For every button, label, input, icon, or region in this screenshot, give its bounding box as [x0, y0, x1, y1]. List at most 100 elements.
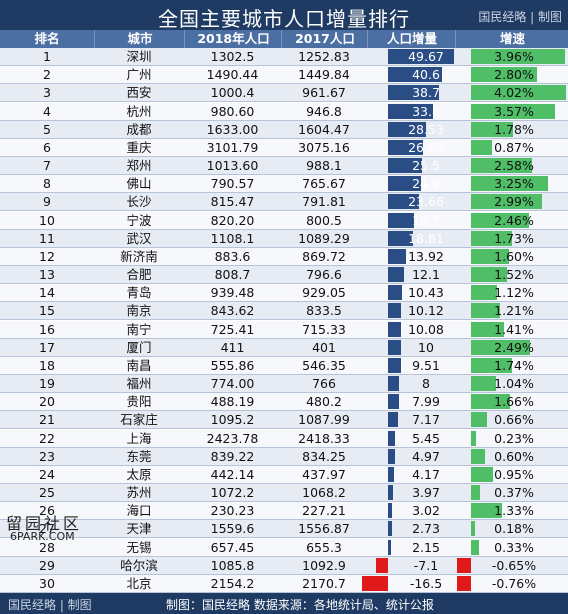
increase-bar: [388, 357, 401, 373]
growth-bar: [471, 321, 505, 337]
growth-label: 1.78%: [494, 121, 534, 137]
growth-label: -0.65%: [491, 557, 537, 573]
rank-cell: 24: [39, 466, 55, 482]
increase-label: 18.81: [408, 230, 444, 246]
increase-bar: [388, 339, 402, 355]
rank-cell: 18: [39, 357, 55, 373]
city-cell: 厦门: [126, 339, 152, 355]
column-header-increase: 人口增量: [367, 30, 456, 48]
growth-bar: [471, 67, 538, 83]
increase-label: 7.99: [412, 394, 440, 410]
growth-label: 3.25%: [494, 176, 534, 192]
growth-bar: [471, 303, 500, 319]
pop2017-cell: 227.21: [302, 503, 346, 519]
increase-label: 9.51: [412, 357, 440, 373]
table-row: 3 西安 1000.4 961.67 38.7 4.02%: [0, 84, 568, 103]
brand-label: 国民经略 | 制图: [478, 10, 562, 24]
increase-label: 4.97: [412, 448, 440, 464]
table-row: 4 杭州 980.60 946.8 33.8 3.57%: [0, 102, 568, 121]
pop2018-cell: 442.14: [210, 466, 255, 482]
table-row: 25 苏州 1072.2 1068.2 3.97 0.37%: [0, 484, 568, 503]
pop2018-cell: 839.22: [210, 448, 255, 464]
pop2018-cell: 725.41: [210, 321, 255, 337]
pop2017-cell: 437.97: [302, 466, 346, 482]
growth-label: 0.60%: [494, 448, 534, 464]
increase-bar: [388, 121, 426, 137]
pop2017-cell: 480.2: [306, 394, 342, 410]
city-cell: 宁波: [126, 212, 152, 228]
pop2017-cell: 796.6: [306, 267, 342, 282]
watermark-url: 6PARK.COM: [10, 530, 75, 543]
table-row: 16 南宁 725.41 715.33 10.08 1.41%: [0, 320, 568, 339]
increase-label: 12.1: [412, 267, 440, 282]
rank-cell: 25: [39, 485, 55, 500]
pop2017-cell: 3075.16: [298, 139, 350, 155]
table-row: 11 武汉 1108.1 1089.29 18.81 1.73%: [0, 229, 568, 248]
growth-bar: [471, 194, 542, 210]
pop2017-cell: 1252.83: [298, 49, 350, 64]
pop2018-cell: 1490.44: [206, 67, 259, 83]
growth-label: 2.49%: [494, 339, 534, 355]
city-cell: 深圳: [126, 49, 152, 64]
growth-label: 3.96%: [494, 49, 534, 64]
growth-bar: [471, 448, 486, 464]
increase-label: 10.08: [408, 321, 444, 337]
growth-bar: [471, 176, 548, 192]
pop2017-cell: 765.67: [302, 176, 346, 192]
increase-label: 2.73: [412, 521, 440, 537]
pop2017-cell: 1087.99: [298, 412, 350, 428]
pop2017-cell: 401: [312, 339, 336, 355]
pop2017-cell: 2170.7: [302, 575, 346, 591]
increase-label: 8: [422, 376, 430, 391]
pop2017-cell: 961.67: [302, 85, 346, 101]
increase-bar: [361, 575, 388, 591]
increase-bar: [388, 103, 433, 119]
watermark-text: 留园社区: [6, 514, 83, 533]
increase-bar: [388, 485, 394, 501]
growth-bar: [471, 103, 556, 119]
table-row: 13 合肥 808.7 796.6 12.1 1.52%: [0, 266, 568, 285]
growth-label: 1.41%: [494, 321, 534, 337]
growth-label: 0.33%: [494, 539, 534, 555]
increase-bar: [388, 303, 402, 319]
pop2017-cell: 833.5: [306, 303, 342, 319]
rank-cell: 4: [43, 103, 51, 119]
table-row: 22 上海 2423.78 2418.33 5.45 0.23%: [0, 429, 568, 448]
increase-bar: [388, 539, 391, 555]
rank-cell: 29: [39, 557, 55, 573]
pop2017-cell: 834.25: [302, 448, 346, 464]
pop2017-cell: 988.1: [306, 158, 342, 173]
increase-label: 4.17: [412, 466, 440, 482]
table-row: 18 南昌 555.86 546.35 9.51 1.74%: [0, 356, 568, 375]
pop2017-cell: 946.8: [306, 103, 342, 119]
city-cell: 无锡: [126, 539, 152, 555]
pop2018-cell: 1633.00: [206, 121, 259, 137]
growth-label: 0.66%: [494, 412, 534, 428]
growth-label: 1.52%: [494, 267, 534, 282]
city-cell: 郑州: [126, 158, 152, 173]
increase-bar: [388, 49, 454, 65]
increase-bar: [388, 503, 392, 519]
increase-bar: [388, 285, 402, 301]
city-cell: 青岛: [126, 285, 152, 301]
rank-cell: 28: [39, 539, 55, 555]
growth-bar: [471, 521, 476, 537]
increase-bar: [388, 412, 398, 428]
pop2018-cell: 808.7: [214, 267, 251, 282]
table-row: 2 广州 1490.44 1449.84 40.6 2.80%: [0, 66, 568, 85]
growth-bar: [471, 466, 494, 482]
increase-bar: [388, 521, 392, 537]
table-row: 29 哈尔滨 1085.8 1092.9 -7.1 -0.65%: [0, 556, 568, 575]
pop2017-cell: 1604.47: [298, 121, 350, 137]
rank-cell: 1: [43, 49, 51, 64]
table-row: 20 贵阳 488.19 480.2 7.99 1.66%: [0, 393, 568, 412]
growth-bar: [456, 575, 471, 591]
pop2017-cell: 791.81: [302, 194, 346, 210]
rank-cell: 11: [39, 230, 55, 246]
rank-cell: 3: [43, 85, 51, 101]
increase-label: 7.17: [412, 412, 440, 428]
increase-label: 19.7: [412, 212, 440, 228]
increase-label: -7.1: [413, 557, 439, 573]
city-cell: 南宁: [126, 321, 152, 337]
city-cell: 东莞: [126, 448, 152, 464]
